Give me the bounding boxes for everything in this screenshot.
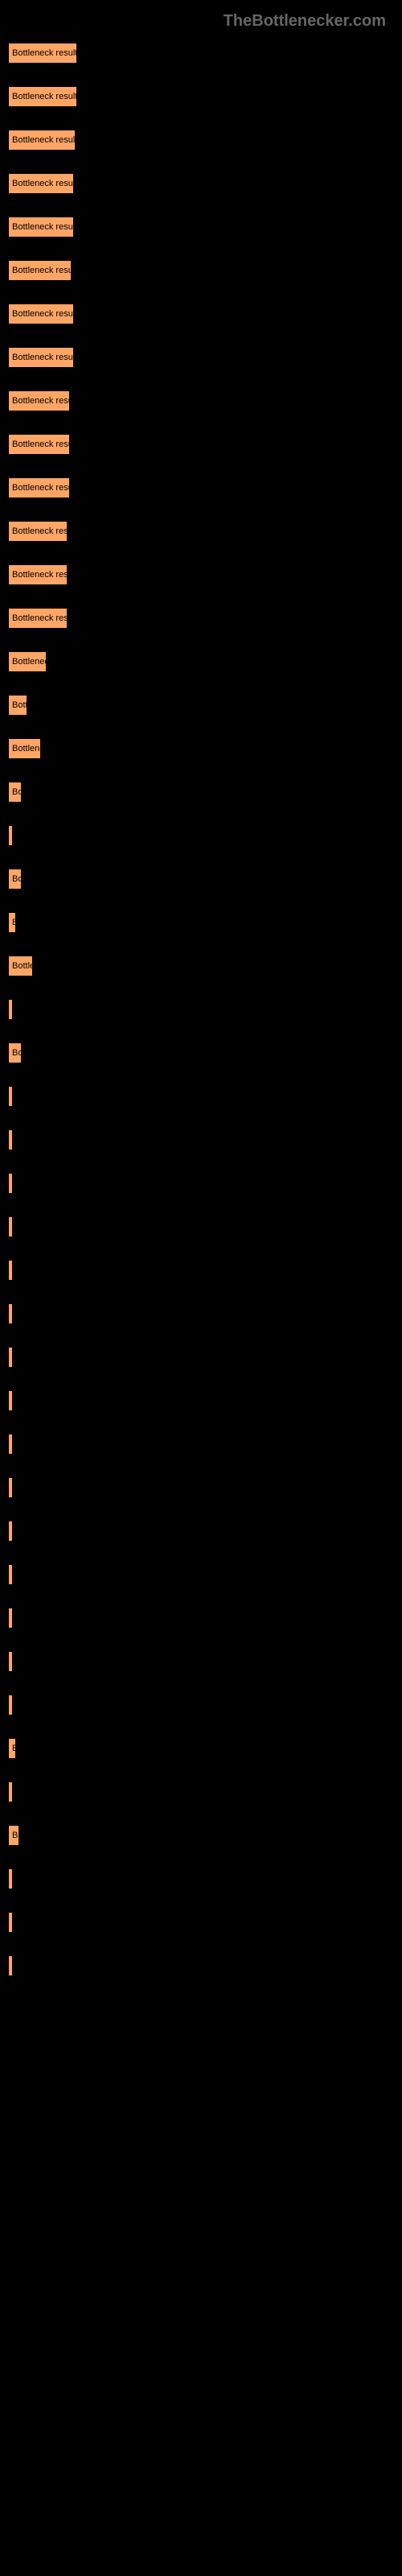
bar: [8, 1129, 13, 1150]
bar-row: Bottleneck result: [8, 86, 394, 107]
bar-chart: Bottleneck result Bottleneck result Bottle…: [8, 43, 394, 1976]
bar-row: Bottlene: [8, 738, 394, 759]
bar: [8, 1781, 13, 1802]
bar: [8, 1216, 13, 1237]
bar: [8, 999, 13, 1020]
bar: Bottleneck res: [8, 564, 68, 585]
bar: Bottleneck result: [8, 130, 76, 151]
bar: [8, 1912, 13, 1933]
bar: [8, 1651, 13, 1672]
bar-row: [8, 1564, 394, 1585]
bar: Bottleneck result: [8, 347, 74, 368]
bar: Bottleneck resu: [8, 434, 70, 455]
bar-row: Bottleneck resu: [8, 390, 394, 411]
bar: Bottleneck resu: [8, 477, 70, 498]
bar-row: [8, 1695, 394, 1715]
bar: Bottle: [8, 956, 33, 976]
bar: Bottleneck res: [8, 521, 68, 542]
bar: Bo: [8, 782, 22, 803]
bar-row: Bottleneck resul: [8, 260, 394, 281]
bar: [8, 1434, 13, 1455]
bar-row: [8, 1347, 394, 1368]
bar: [8, 1390, 13, 1411]
bar-row: Bottleneck result: [8, 347, 394, 368]
bar-row: B: [8, 912, 394, 933]
bar: [8, 1955, 13, 1976]
bar-row: Bottleneck result: [8, 303, 394, 324]
bar-row: Bo: [8, 1042, 394, 1063]
bar: [8, 1086, 13, 1107]
bar: [8, 1173, 13, 1194]
bar: [8, 1564, 13, 1585]
bar-row: [8, 1868, 394, 1889]
bar-row: [8, 1216, 394, 1237]
bar-row: Bottleneck res: [8, 521, 394, 542]
bar: Bottlene: [8, 738, 41, 759]
bar: Bottleneck resu: [8, 390, 70, 411]
bar-row: [8, 1781, 394, 1802]
bar: [8, 1347, 13, 1368]
bar-row: [8, 1303, 394, 1324]
bar-row: [8, 1390, 394, 1411]
bar: Bottleneck result: [8, 43, 77, 64]
bar-row: Bottleneck res: [8, 608, 394, 629]
bar: Bottleneck resul: [8, 260, 72, 281]
bar: Bottleneck result: [8, 173, 74, 194]
bar: Bo: [8, 869, 22, 890]
bar: Bott: [8, 695, 27, 716]
bar-row: [8, 825, 394, 846]
bar: [8, 1695, 13, 1715]
bar-row: Bottleneck res: [8, 564, 394, 585]
site-logo: TheBottlenecker.com: [8, 8, 394, 35]
bar: Bottleneck res: [8, 608, 68, 629]
bar-row: [8, 1477, 394, 1498]
bar-row: Bo: [8, 1825, 394, 1846]
bar: [8, 1260, 13, 1281]
bar-row: Bott: [8, 695, 394, 716]
bar-row: Bottleneck resu: [8, 434, 394, 455]
bar: [8, 1303, 13, 1324]
bar: B: [8, 912, 16, 933]
bar: [8, 825, 13, 846]
bar-row: Bottle: [8, 956, 394, 976]
bar: Bottleneck result: [8, 217, 74, 237]
bar-row: Bo: [8, 782, 394, 803]
bar-row: [8, 1608, 394, 1629]
bar-row: Bottleneck result: [8, 173, 394, 194]
bar-row: Bottleneck result: [8, 130, 394, 151]
bar: [8, 1477, 13, 1498]
bar-row: [8, 1912, 394, 1933]
bar: Bottlenec: [8, 651, 47, 672]
bar-row: [8, 1260, 394, 1281]
bar: [8, 1868, 13, 1889]
bar-row: [8, 999, 394, 1020]
bar: Bottleneck result: [8, 303, 74, 324]
bar-row: [8, 1086, 394, 1107]
bar-row: Bo: [8, 869, 394, 890]
bar-row: [8, 1434, 394, 1455]
bar-row: [8, 1955, 394, 1976]
bar-row: [8, 1651, 394, 1672]
bar: [8, 1521, 13, 1542]
bar: Bo: [8, 1825, 19, 1846]
bar-row: [8, 1173, 394, 1194]
bar-row: Bottlenec: [8, 651, 394, 672]
bar: B: [8, 1738, 16, 1759]
bar-row: [8, 1129, 394, 1150]
bar: Bottleneck result: [8, 86, 77, 107]
bar: Bo: [8, 1042, 22, 1063]
bar-row: Bottleneck result: [8, 217, 394, 237]
bar-row: Bottleneck resu: [8, 477, 394, 498]
bar-row: B: [8, 1738, 394, 1759]
bar-row: Bottleneck result: [8, 43, 394, 64]
bar-row: [8, 1521, 394, 1542]
bar: [8, 1608, 13, 1629]
